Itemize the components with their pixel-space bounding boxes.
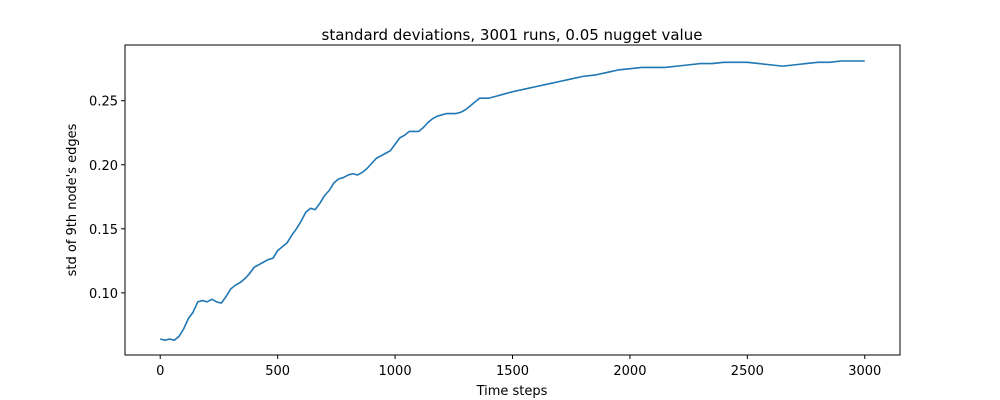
chart-title: standard deviations, 3001 runs, 0.05 nug…	[322, 26, 703, 44]
y-tick-label: 0.15	[89, 223, 118, 238]
x-tick-label: 1000	[379, 364, 412, 379]
series-group	[160, 60, 865, 342]
x-tick-label: 2500	[731, 364, 764, 379]
x-tick-label: 1500	[496, 364, 529, 379]
y-axis-title: std of 9th node's edges	[65, 123, 80, 276]
x-axis-ticks: 0 500 1000 1500 2000 2500 3000	[156, 355, 881, 379]
x-tick-label: 500	[265, 364, 290, 379]
x-tick-label: 2000	[613, 364, 646, 379]
x-axis-title: Time steps	[476, 384, 548, 399]
y-tick-label: 0.20	[89, 159, 118, 174]
y-tick-label: 0.25	[89, 95, 118, 110]
y-tick-label: 0.10	[89, 287, 118, 302]
x-tick-label: 0	[156, 364, 164, 379]
series-line	[160, 60, 865, 342]
y-axis-ticks: 0.10 0.15 0.20 0.25	[89, 95, 125, 302]
x-tick-label: 3000	[848, 364, 881, 379]
